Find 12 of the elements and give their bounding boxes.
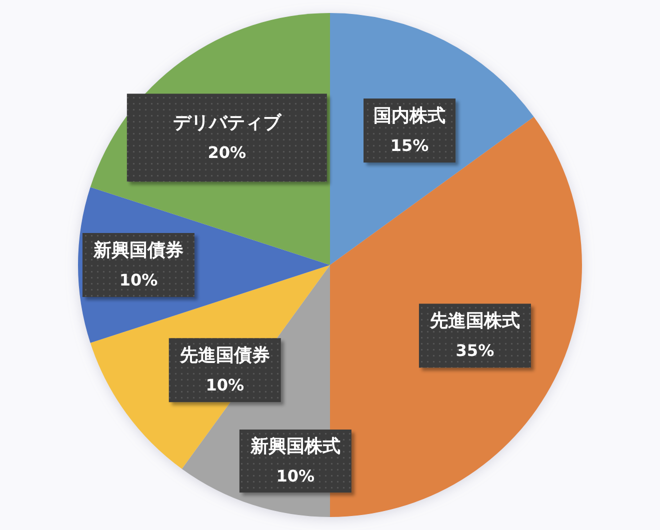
slice-label: 新興国債券 bbox=[92, 240, 184, 261]
slice-label: 先進国債券 bbox=[178, 345, 270, 366]
slice-label: 先進国株式 bbox=[428, 310, 520, 332]
slice-label: 国内株式 bbox=[374, 106, 446, 127]
slice-label: 新興国株式 bbox=[249, 436, 340, 458]
data-label: 20% bbox=[208, 143, 246, 162]
data-label: 10% bbox=[119, 270, 158, 290]
data-label: 35% bbox=[456, 341, 494, 360]
data-label: 10% bbox=[206, 376, 244, 395]
data-label: 10% bbox=[276, 466, 315, 486]
slice-label: デリバティブ bbox=[172, 112, 282, 134]
data-label: 15% bbox=[390, 136, 429, 156]
